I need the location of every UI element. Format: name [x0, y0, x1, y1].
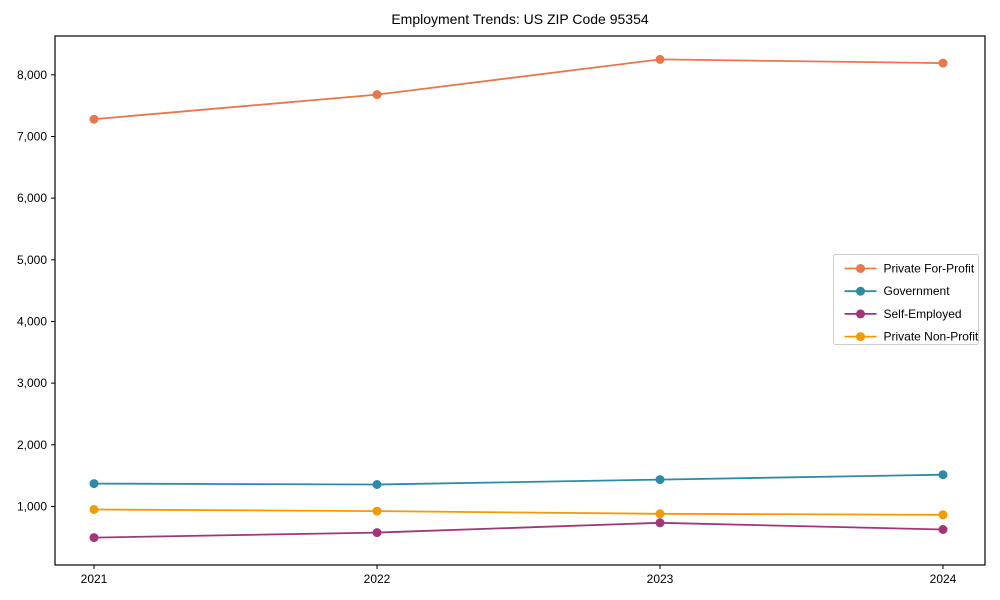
legend-item: Government [844, 284, 951, 298]
y-tick-label: 7,000 [17, 129, 47, 143]
data-point-marker [938, 470, 948, 480]
y-tick-label: 1,000 [17, 499, 47, 513]
data-point-marker [372, 480, 382, 489]
x-tick-label: 2023 [647, 572, 674, 586]
legend: Private For-Profit Government Self-Employe… [833, 254, 979, 345]
data-point-marker [655, 518, 665, 528]
legend-marker-icon [856, 309, 865, 319]
series-line [93, 521, 944, 539]
data-point-marker [89, 479, 99, 489]
legend-item: Private For-Profit [844, 262, 975, 276]
legend-marker-icon [856, 286, 865, 296]
data-point-marker [655, 54, 665, 64]
y-tick-label: 8,000 [17, 68, 47, 82]
y-tick-label: 3,000 [17, 376, 47, 390]
series-line [93, 508, 944, 516]
legend-box [833, 254, 979, 345]
y-tick-label: 5,000 [17, 253, 47, 267]
data-point-marker [372, 528, 382, 538]
plot-area: 1,000 2,000 3,000 4,000 5,000 6,000 7,000 8,000… [17, 35, 986, 586]
series-line [93, 473, 944, 486]
x-tick-label: 2021 [81, 572, 108, 586]
legend-item: Private Non-Profit [844, 330, 979, 344]
series-government [89, 470, 948, 489]
y-tick-label: 6,000 [17, 191, 47, 205]
data-point-marker [89, 114, 99, 124]
y-tick-label: 2,000 [17, 438, 47, 452]
legend-marker-icon [856, 264, 865, 273]
legend-item-label: Self-Employed [884, 307, 962, 321]
series-private-non-profit [89, 505, 948, 520]
legend-marker-icon [856, 332, 865, 342]
series-self-employed [89, 518, 948, 543]
x-tick-label: 2024 [930, 572, 957, 586]
data-point-marker [655, 475, 665, 485]
legend-item-label: Private Non-Profit [884, 330, 979, 344]
series-line [93, 58, 944, 121]
chart-title: Employment Trends: US ZIP Code 95354 [391, 11, 649, 27]
data-point-marker [372, 506, 382, 516]
data-point-marker [655, 509, 665, 519]
data-point-marker [89, 533, 99, 543]
x-tick-label: 2022 [364, 572, 391, 586]
axes-frame [54, 35, 986, 566]
data-point-marker [372, 90, 382, 100]
legend-item: Self-Employed [844, 307, 962, 321]
data-point-marker [89, 505, 99, 514]
data-point-marker [938, 525, 948, 534]
legend-item-label: Government [884, 284, 951, 298]
legend-item-label: Private For-Profit [884, 262, 975, 276]
series-private-for-profit [89, 54, 948, 124]
y-tick-label: 4,000 [17, 314, 47, 328]
data-point-marker [938, 58, 948, 68]
data-point-marker [938, 510, 948, 520]
